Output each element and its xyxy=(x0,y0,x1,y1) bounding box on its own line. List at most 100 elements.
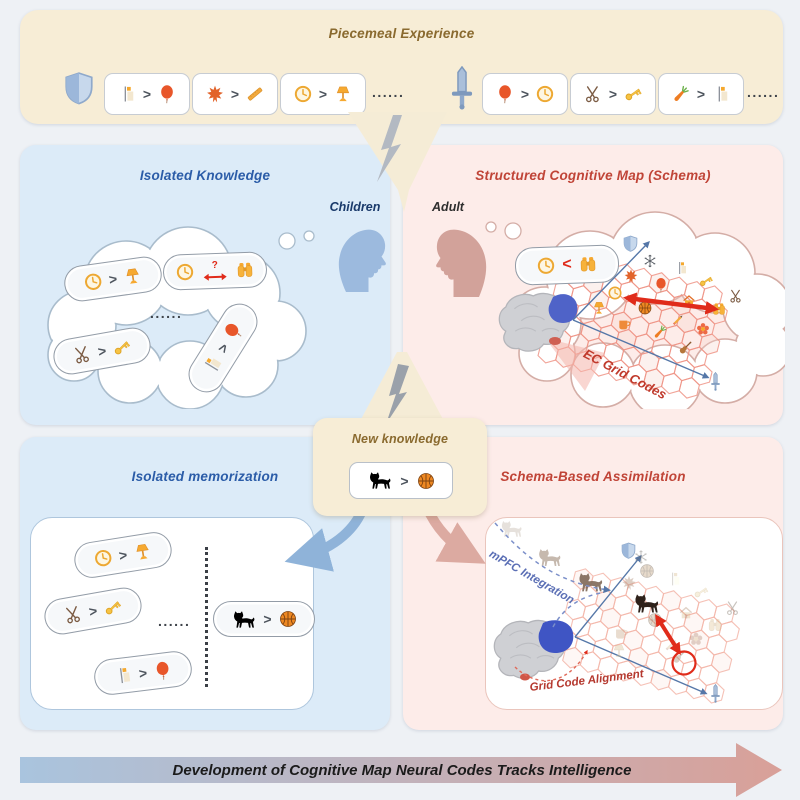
clock-icon-slot xyxy=(175,262,196,283)
scissors-icon xyxy=(71,343,94,366)
balloon-icon xyxy=(495,84,515,104)
ec-grid-codes-label: EC Grid Codes xyxy=(581,346,669,402)
thought-cloud xyxy=(485,211,785,409)
knowledge-pair: > xyxy=(181,296,265,400)
isolated-knowledge-title: Isolated Knowledge xyxy=(139,168,271,183)
balloon-icon xyxy=(157,84,177,104)
knowledge-pair: > xyxy=(50,324,154,378)
shield-icon-slot xyxy=(62,71,96,105)
balloon-icon xyxy=(220,317,248,345)
basketball-icon xyxy=(278,609,298,629)
scissors-icon xyxy=(730,289,741,303)
experience-pair: > xyxy=(658,73,744,115)
isolated-memorization-title: Isolated memorization xyxy=(131,469,279,484)
relation-symbol: > xyxy=(87,602,99,620)
clock-icon xyxy=(536,255,557,276)
relation-symbol: > xyxy=(137,664,149,682)
footer-label: Development of Cognitive Map Neural Code… xyxy=(172,762,631,779)
relation-symbol: > xyxy=(696,86,706,102)
new-knowledge-pair: > xyxy=(349,462,453,499)
cat-icon xyxy=(366,471,393,490)
maple-leaf-icon xyxy=(205,84,225,104)
piecemeal-experience-banner: Piecemeal Experience > > > ...... > > > … xyxy=(20,10,783,124)
balloon-icon xyxy=(152,659,174,681)
ruler-icon xyxy=(245,84,265,104)
knowledge-pair: > xyxy=(61,254,165,304)
violin-icon xyxy=(679,340,693,355)
relation-symbol: > xyxy=(318,86,328,102)
experience-pair: > xyxy=(104,73,190,115)
binoculars-icon xyxy=(713,303,725,315)
uncertain-pair: ? xyxy=(162,251,268,291)
clock-icon xyxy=(175,262,196,283)
isolated-knowledge-panel: Isolated Knowledge Children > ? > > ....… xyxy=(20,145,390,425)
relation-symbol: > xyxy=(230,86,240,102)
banner-title: Piecemeal Experience xyxy=(328,26,475,41)
assimilation-title: Schema-Based Assimilation xyxy=(500,469,686,484)
schema-grid-scene: EC Grid Codes xyxy=(498,235,741,402)
ellipsis: ...... xyxy=(158,613,191,629)
schema-map-panel: Structured Cognitive Map (Schema) Adult … xyxy=(403,145,785,425)
binoculars-icon xyxy=(235,260,256,281)
relation-symbol: > xyxy=(608,86,618,102)
double-arrow-icon xyxy=(203,272,227,281)
binoculars-icon-slot xyxy=(235,260,256,281)
clock-icon xyxy=(82,271,105,294)
pencil-icon xyxy=(673,314,684,325)
arrow-body xyxy=(20,743,782,797)
relation-symbol: > xyxy=(96,342,108,360)
schema-map-title: Structured Cognitive Map (Schema) xyxy=(475,168,711,183)
key-icon xyxy=(101,596,124,619)
new-memorized-pair: > xyxy=(213,601,315,637)
ellipsis: ...... xyxy=(150,305,183,321)
carrot-icon xyxy=(652,325,667,340)
experience-pair: > xyxy=(482,73,568,115)
basketball-icon xyxy=(416,471,436,491)
brain-icon xyxy=(498,292,571,352)
maple-leaf-icon xyxy=(624,269,638,283)
clock-icon xyxy=(608,286,622,300)
relation-symbol: > xyxy=(263,611,272,627)
relation-symbol: < xyxy=(562,255,572,274)
question-mark: ? xyxy=(211,259,219,271)
experience-pair: > xyxy=(192,73,278,115)
clock-icon xyxy=(293,84,313,104)
lamp-icon xyxy=(594,302,604,314)
lamp-icon xyxy=(333,84,353,104)
new-knowledge-box: New knowledge > xyxy=(313,418,487,516)
flower-icon xyxy=(697,323,709,335)
candle-icon xyxy=(199,351,227,379)
relation-symbol: > xyxy=(214,340,232,356)
relation-symbol: > xyxy=(107,270,119,288)
carrot-icon xyxy=(671,84,691,104)
sword-icon-slot xyxy=(440,66,484,110)
children-label: Children xyxy=(329,200,381,214)
sword-icon xyxy=(440,66,484,110)
clock-icon xyxy=(535,84,555,104)
clock-icon xyxy=(92,547,115,570)
adult-label: Adult xyxy=(432,200,464,214)
shield-icon xyxy=(62,71,96,105)
candle-icon xyxy=(711,84,731,104)
candle-icon xyxy=(112,664,134,686)
relation-distance-arrow xyxy=(622,292,720,315)
ellipsis: ...... xyxy=(747,84,780,100)
experience-pair: > xyxy=(280,73,366,115)
key-icon xyxy=(110,336,133,359)
dotted-divider xyxy=(205,547,208,687)
scissors-icon xyxy=(62,603,85,626)
unknown-relation: ? xyxy=(201,259,230,282)
ellipsis: ...... xyxy=(372,84,405,100)
experience-pair: > xyxy=(570,73,656,115)
assimilation-box xyxy=(485,517,783,710)
candle-icon xyxy=(117,84,137,104)
shield-icon xyxy=(623,235,638,252)
binoculars-icon xyxy=(577,254,598,275)
child-head-silhouette xyxy=(338,229,386,292)
basketball-icon xyxy=(638,301,652,315)
adult-head-silhouette xyxy=(436,229,487,297)
house-icon xyxy=(683,295,695,307)
relation-symbol: > xyxy=(400,472,409,489)
relation-symbol: > xyxy=(142,86,152,102)
snowflake-icon xyxy=(644,254,656,268)
